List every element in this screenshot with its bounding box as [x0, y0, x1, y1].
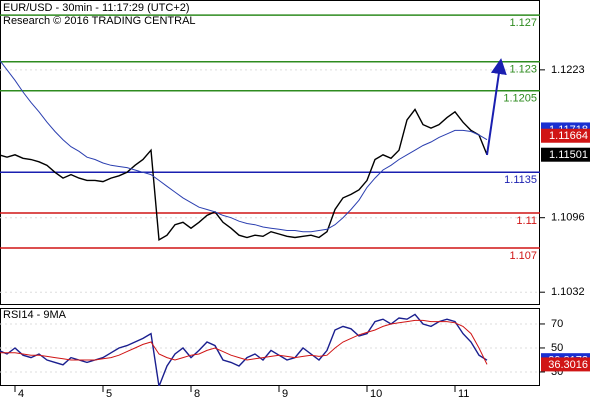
level-label: 1.1135 [504, 174, 537, 186]
rsi-frame [0, 308, 540, 386]
rsi-title: RSI14 - 9MA [3, 309, 67, 321]
price-tag [541, 147, 590, 162]
y-tick-label: 1.1032 [551, 286, 585, 298]
projection-arrow [486, 58, 507, 156]
y-tick-label: 1.1096 [551, 212, 585, 224]
price-tag-label: 36.3016 [548, 359, 588, 371]
rsi-pane [0, 313, 540, 386]
x-tick-label: 9 [282, 388, 288, 400]
x-tick-label: 10 [370, 388, 382, 400]
y-tick-label: 50 [551, 342, 563, 354]
level-label: 1.107 [509, 250, 537, 262]
chart-subtitle: Research © 2016 TRADING CENTRAL [3, 15, 196, 27]
price-tag-label: 1.11501 [549, 149, 588, 161]
price-tag [541, 128, 590, 143]
x-tick-label: 4 [18, 388, 24, 400]
series-line [0, 59, 488, 233]
chart-title: EUR/USD - 30min - 11:17:29 (UTC+2) [3, 2, 190, 14]
y-tick-label: 1.1223 [551, 64, 585, 76]
level-label: 1.123 [509, 64, 537, 76]
series-line [0, 319, 488, 365]
y-tick-label: 70 [551, 318, 563, 330]
price-tag-label: 1.11664 [549, 130, 588, 142]
level-label: 1.11 [516, 215, 537, 227]
axes: 1.10321.10961.12231.117181.116641.115017… [14, 64, 590, 400]
series-line [0, 108, 488, 241]
x-tick-label: 8 [194, 388, 200, 400]
x-tick-label: 11 [458, 388, 469, 400]
x-tick-label: 5 [106, 388, 112, 400]
level-label: 1.127 [509, 17, 537, 29]
main-frame [0, 0, 540, 305]
series-line [0, 313, 488, 386]
main-pane [0, 14, 540, 293]
level-label: 1.1205 [503, 93, 537, 105]
price-tag [541, 357, 590, 372]
